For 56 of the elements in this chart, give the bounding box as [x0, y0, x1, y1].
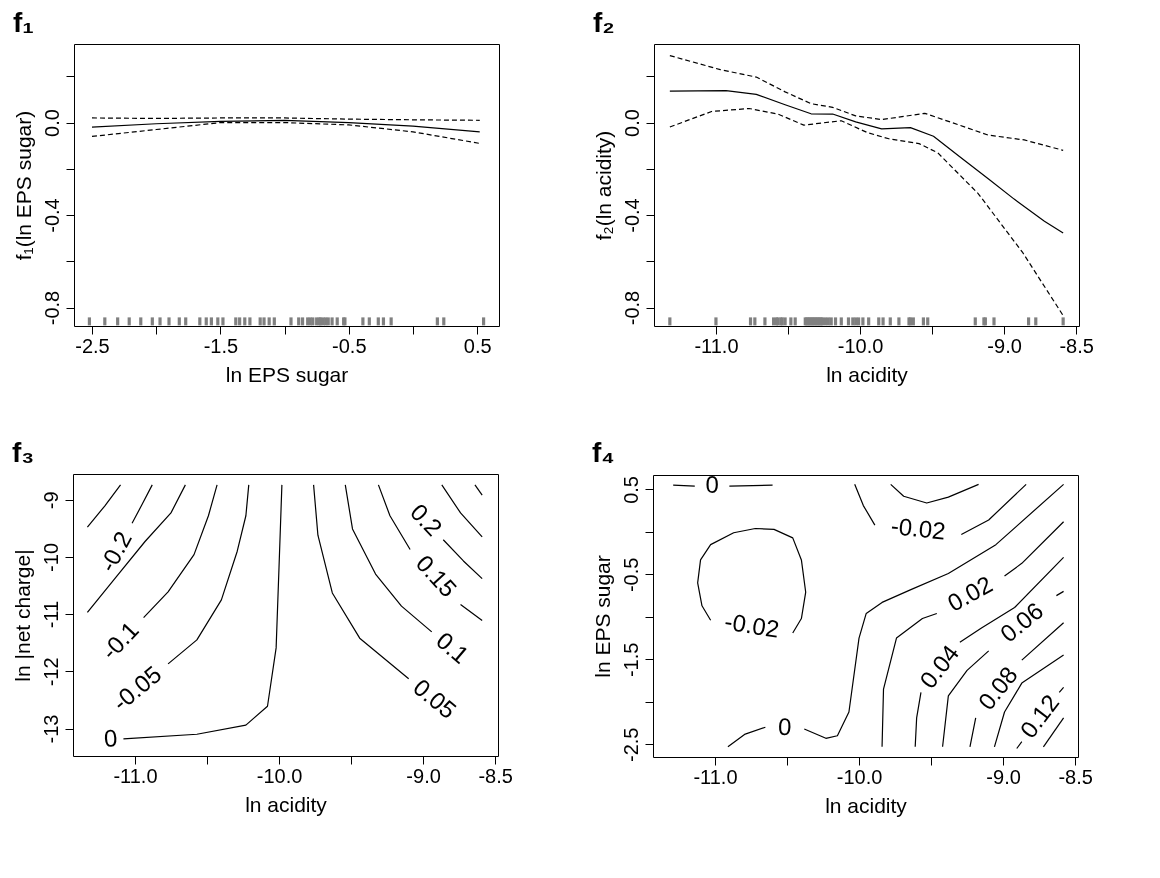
x-axis-title: ln acidity: [245, 792, 328, 816]
y-tick-label: -0.4: [620, 198, 643, 233]
y-tick-label: -1.5: [619, 642, 642, 678]
y-tick-label: 0.0: [40, 109, 63, 137]
y-tick-label: -0.5: [619, 557, 642, 593]
x-tick-label: -0.5: [332, 334, 367, 357]
x-tick-label: -8.5: [1059, 334, 1094, 357]
y-tick-label: -11: [39, 600, 62, 629]
x-axis-title: ln EPS sugar: [225, 362, 349, 386]
series-label: 0: [705, 471, 719, 499]
series-label: 0: [777, 712, 793, 741]
x-axis-title: ln acidity: [826, 362, 909, 386]
text: 0.05: [408, 673, 462, 724]
y-tick-label: -2.5: [619, 727, 642, 762]
x-axis-title: ln acidity: [825, 793, 908, 817]
y-axis-title: f₁(ln EPS sugar): [11, 110, 35, 261]
x-tick-label: 0.5: [463, 334, 492, 357]
x-tick-label: -1.5: [203, 334, 239, 357]
x-tick-label: -9.0: [406, 764, 441, 787]
y-tick-label: 0.0: [620, 109, 643, 137]
text: -0.2: [93, 526, 137, 577]
chart-title: f₁: [13, 7, 34, 38]
chart-title: f₃: [12, 437, 35, 468]
y-tick-label: -0.8: [40, 290, 63, 326]
x-tick-label: -10.0: [256, 764, 303, 787]
text: 0.06: [994, 596, 1049, 648]
chart-title: f₂: [593, 7, 615, 38]
x-tick-label: -9.0: [987, 334, 1022, 357]
text: -0.1: [95, 616, 144, 665]
y-tick-label: -13: [39, 714, 62, 744]
text: 0.02: [942, 570, 997, 617]
x-tick-label: -8.5: [478, 764, 513, 787]
y-tick-label: -12: [39, 657, 62, 687]
y-axis-title: ln |net charge|: [10, 549, 34, 682]
text: -0.02: [889, 511, 947, 545]
text: 0.1: [431, 626, 475, 669]
y-tick-label: -9: [39, 491, 62, 510]
y-tick-label: -0.8: [620, 290, 643, 326]
y-tick-label: 0.5: [619, 476, 642, 504]
chart-title: f₄: [592, 437, 615, 469]
x-tick-label: -11.0: [694, 334, 739, 357]
x-tick-label: -10.0: [836, 765, 883, 788]
y-tick-label: -10: [39, 542, 62, 572]
x-tick-label: -10.0: [837, 334, 884, 357]
y-axis-title: f₂(ln acidity): [591, 130, 615, 241]
text: 0.2: [405, 498, 448, 542]
x-tick-label: -11.0: [693, 765, 738, 788]
series-label: 0: [103, 724, 119, 753]
x-tick-label: -9.0: [986, 765, 1021, 788]
y-axis-title: ln EPS sugar: [590, 555, 614, 678]
y-tick-label: -0.4: [40, 198, 63, 233]
x-tick-label: -11.0: [113, 764, 158, 787]
x-tick-label: -8.5: [1058, 765, 1093, 788]
text: -0.02: [722, 607, 782, 643]
x-tick-label: -2.5: [75, 334, 110, 357]
text: 0.15: [410, 549, 463, 603]
